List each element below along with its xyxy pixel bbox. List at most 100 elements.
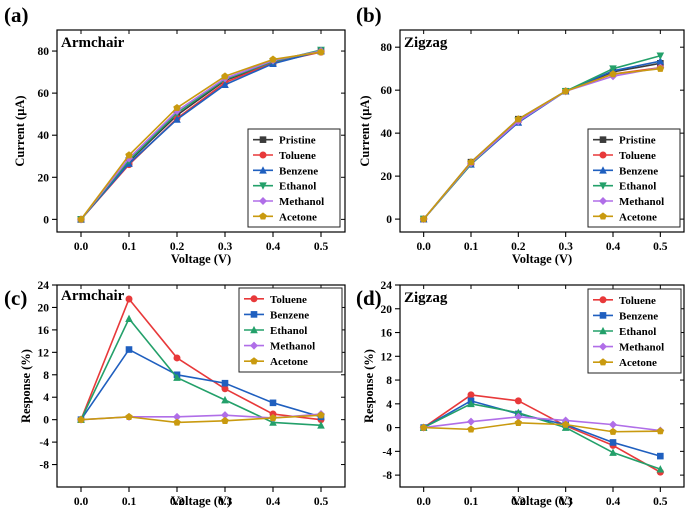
data-point bbox=[656, 465, 665, 473]
data-point bbox=[609, 420, 617, 429]
y-tick-label: 24 bbox=[381, 280, 393, 292]
y-tick-label: 40 bbox=[381, 128, 393, 140]
panel-label: (a) bbox=[4, 3, 29, 27]
y-tick-label: 16 bbox=[38, 325, 50, 337]
x-tick-label: 0.1 bbox=[122, 241, 137, 253]
x-tick-label: 0.4 bbox=[606, 241, 621, 253]
y-tick-label: 0 bbox=[43, 415, 49, 427]
y-axis-label: Response (%) bbox=[362, 349, 376, 423]
legend-swatch-marker bbox=[259, 182, 267, 190]
data-point bbox=[514, 397, 522, 405]
panel-label: (b) bbox=[356, 3, 382, 27]
panel-3: (d) Zigzag 0.0 0.1 0.2 0.3 0.4 0.5 -8 -4 0 4 8 12 16 20… bbox=[356, 280, 685, 508]
data-point bbox=[125, 314, 133, 322]
data-point bbox=[656, 52, 665, 60]
x-tick-label: 0.2 bbox=[511, 241, 526, 253]
legend-label: Ethanol bbox=[619, 326, 656, 338]
x-tick-label: 0.3 bbox=[218, 496, 233, 508]
series-line bbox=[423, 394, 661, 473]
legend: Pristine Toluene Benzene Ethanol Methanol Ace… bbox=[247, 128, 341, 228]
legend-label: Ethanol bbox=[279, 181, 316, 193]
legend: Pristine Toluene Benzene Ethanol Methanol Ace… bbox=[587, 128, 681, 228]
data-point bbox=[269, 414, 277, 422]
data-point bbox=[656, 57, 665, 65]
x-tick-label: 0.4 bbox=[606, 496, 621, 508]
data-point bbox=[514, 418, 523, 426]
data-point bbox=[514, 412, 523, 421]
y-tick-label: 12 bbox=[38, 347, 50, 359]
data-point bbox=[173, 354, 181, 362]
data-point bbox=[269, 399, 277, 407]
y-tick-label: -4 bbox=[39, 437, 49, 449]
data-point bbox=[221, 416, 229, 424]
y-tick-label: 8 bbox=[43, 370, 49, 382]
legend-label: Benzene bbox=[270, 309, 309, 321]
series-toluene bbox=[420, 391, 664, 476]
x-tick-label: 0.0 bbox=[416, 496, 431, 508]
legend-label: Methanol bbox=[270, 341, 315, 353]
x-tick-label: 0.2 bbox=[170, 241, 185, 253]
x-tick-label: 0.3 bbox=[218, 241, 233, 253]
x-tick-label: 0.0 bbox=[416, 241, 431, 253]
y-tick-label: 20 bbox=[38, 172, 50, 184]
series-acetone bbox=[77, 411, 325, 426]
series-line bbox=[423, 403, 661, 470]
data-point bbox=[221, 80, 229, 89]
legend-label: Acetone bbox=[619, 357, 657, 369]
x-tick-label: 0.0 bbox=[74, 496, 89, 508]
x-tick-label: 0.2 bbox=[511, 496, 526, 508]
legend-label: Toluene bbox=[619, 150, 656, 162]
data-point bbox=[561, 420, 570, 428]
y-tick-label: 40 bbox=[38, 130, 50, 142]
data-point bbox=[467, 158, 475, 166]
x-tick-label: 0.5 bbox=[314, 496, 329, 508]
data-point bbox=[221, 72, 229, 80]
data-point bbox=[317, 48, 325, 56]
y-tick-label: 0 bbox=[386, 214, 392, 226]
data-point bbox=[317, 411, 325, 419]
series-line bbox=[80, 414, 322, 424]
series-line bbox=[423, 67, 661, 220]
y-tick-label: -4 bbox=[382, 446, 392, 458]
chart-title: Zigzag bbox=[404, 290, 448, 306]
legend-label: Acetone bbox=[619, 211, 657, 223]
legend-label: Methanol bbox=[279, 196, 324, 208]
legend-label: Pristine bbox=[279, 135, 316, 147]
series-ethanol bbox=[419, 399, 665, 473]
data-point bbox=[514, 408, 523, 417]
data-point bbox=[317, 421, 325, 429]
x-tick-label: 0.5 bbox=[653, 496, 668, 508]
y-tick-label: 8 bbox=[386, 375, 392, 387]
legend-label: Methanol bbox=[619, 196, 664, 208]
legend: Toluene Benzene Ethanol Methanol Acetone bbox=[238, 287, 343, 373]
panel-0: (a) Armchair 0.0 0.1 0.2 0.3 0.4 0.5 0 20 40 60 80 Vo… bbox=[4, 3, 346, 266]
legend-label: Benzene bbox=[279, 165, 318, 177]
legend-label: Toluene bbox=[619, 295, 656, 307]
y-tick-label: 60 bbox=[38, 88, 50, 100]
legend-swatch-marker bbox=[599, 182, 607, 190]
series-acetone bbox=[419, 418, 665, 435]
x-axis-label: Voltage (V) bbox=[512, 494, 572, 508]
legend-label: Ethanol bbox=[619, 181, 656, 193]
data-point bbox=[656, 64, 665, 72]
y-tick-label: 80 bbox=[38, 46, 50, 58]
y-tick-label: 0 bbox=[386, 423, 392, 435]
data-point bbox=[173, 373, 181, 381]
legend-label: Toluene bbox=[279, 150, 316, 162]
x-axis-label: Voltage (V) bbox=[171, 252, 231, 266]
data-point bbox=[125, 412, 133, 421]
y-tick-label: 16 bbox=[381, 328, 393, 340]
data-point bbox=[419, 423, 428, 431]
data-point bbox=[419, 215, 428, 223]
series-acetone bbox=[419, 64, 665, 223]
data-point bbox=[125, 346, 133, 353]
data-point bbox=[467, 417, 475, 426]
y-axis-label: Response (%) bbox=[19, 349, 33, 423]
data-point bbox=[269, 418, 277, 426]
series-line bbox=[423, 422, 661, 433]
legend-label: Pristine bbox=[619, 135, 656, 147]
x-tick-label: 0.4 bbox=[266, 496, 281, 508]
data-point bbox=[125, 295, 133, 303]
x-tick-label: 0.2 bbox=[170, 496, 185, 508]
